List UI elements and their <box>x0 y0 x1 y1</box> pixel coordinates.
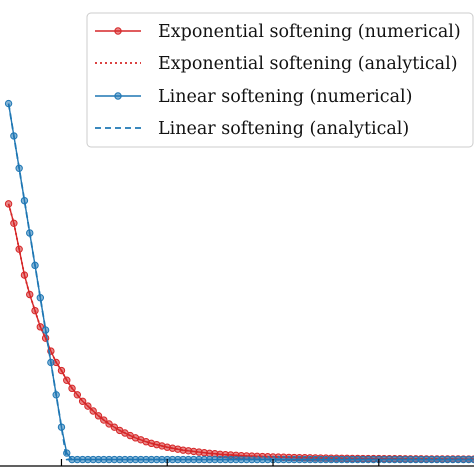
legend-item-0: Exponential softening (numerical) <box>95 22 461 42</box>
legend-item-1: Exponential softening (analytical) <box>95 54 458 74</box>
series-line-1 <box>7 203 474 460</box>
x-ticks <box>60 459 380 466</box>
series-line-2 <box>7 103 474 461</box>
legend-box <box>86 12 474 148</box>
legend-marker-2 <box>114 92 122 100</box>
legend-items: Exponential softening (numerical) Exponen… <box>95 22 461 139</box>
legend-label-3: Linear softening (analytical) <box>158 119 409 139</box>
data-point <box>36 323 45 331</box>
series-2 <box>4 99 474 464</box>
series-line-0 <box>7 203 474 460</box>
legend-label-1: Exponential softening (analytical) <box>158 54 458 74</box>
legend: Exponential softening (numerical) Exponen… <box>86 12 474 148</box>
data-point <box>94 412 103 420</box>
series-0 <box>4 200 474 463</box>
series-layer <box>4 99 474 464</box>
series-1 <box>7 203 474 460</box>
series-line-3 <box>7 103 474 461</box>
legend-label-0: Exponential softening (numerical) <box>158 22 461 42</box>
data-point <box>73 391 82 399</box>
series-3 <box>7 103 474 461</box>
legend-marker-0 <box>114 27 122 35</box>
legend-item-2: Linear softening (numerical) <box>95 87 412 107</box>
legend-item-3: Linear softening (analytical) <box>95 119 409 139</box>
legend-label-2: Linear softening (numerical) <box>158 87 412 107</box>
